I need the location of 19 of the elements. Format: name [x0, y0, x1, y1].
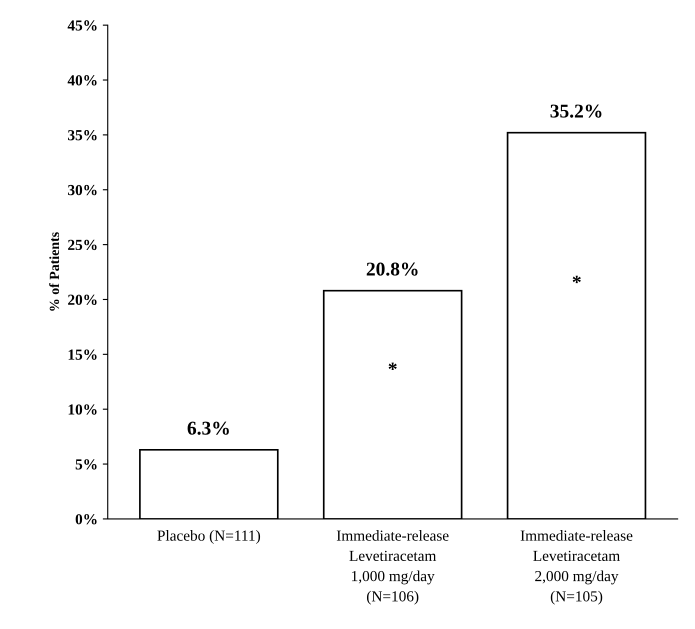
y-tick-label: 25% — [68, 240, 97, 250]
annotation: * — [572, 276, 581, 284]
y-tick-label: 20% — [68, 294, 97, 305]
y-tick-label: 0% — [76, 514, 97, 524]
y-tick-label: 40% — [68, 75, 97, 86]
y-tick-label: 35% — [68, 130, 97, 140]
x-tick-label: Placebo (N=111) — [157, 530, 260, 544]
annotation: * — [388, 362, 397, 370]
y-axis-title: % of Patients — [49, 232, 60, 311]
y-tick-label: 45% — [68, 20, 97, 31]
y-tick-label: 15% — [68, 349, 97, 360]
data-label: 20.8% — [366, 262, 418, 276]
y-tick-label: 10% — [68, 404, 97, 415]
x-tick-label: Immediate-release Levetiracetam 2,000 mg/day (N=105) — [520, 530, 632, 605]
x-tick-label: Immediate-release Levetiracetam 1,000 mg/day (N=106) — [336, 530, 449, 605]
y-tick-label: 5% — [76, 459, 97, 470]
y-tick-label: 30% — [68, 184, 97, 196]
data-label: 35.2% — [550, 104, 602, 118]
data-label: 6.3% — [188, 422, 229, 435]
